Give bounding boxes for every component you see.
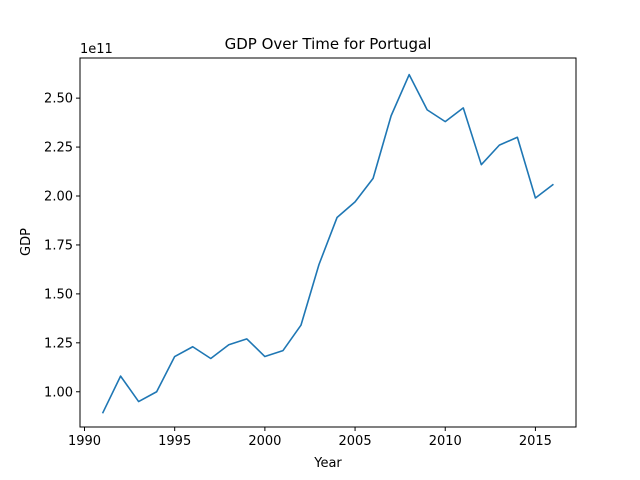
y-tick-label: 1.25 — [44, 336, 73, 351]
y-tick-label: 1.00 — [44, 385, 73, 400]
chart-title: GDP Over Time for Portugal — [225, 35, 432, 53]
y-axis: 1.00 1.25 1.50 1.75 2.00 2.25 2.50 — [44, 92, 80, 400]
gdp-series-line — [101, 73, 554, 414]
plot-frame — [79, 57, 577, 428]
y-offset-label: 1e11 — [80, 42, 113, 57]
y-tick-label: 2.50 — [44, 92, 73, 107]
y-axis-label: GDP — [19, 228, 34, 256]
x-tick-label: 1990 — [68, 434, 101, 449]
plot-area — [101, 73, 554, 414]
y-tick-label: 2.25 — [44, 141, 73, 156]
x-tick-label: 1995 — [158, 434, 191, 449]
y-tick-label: 2.00 — [44, 190, 73, 205]
x-tick-label: 2005 — [339, 434, 372, 449]
x-axis: 1990 1995 2000 2005 2010 2015 — [68, 427, 552, 449]
x-tick-label: 2015 — [519, 434, 552, 449]
x-tick-label: 2000 — [248, 434, 281, 449]
x-axis-label: Year — [313, 456, 342, 471]
y-tick-label: 1.75 — [44, 238, 73, 253]
x-tick-label: 2010 — [429, 434, 462, 449]
y-tick-label: 1.50 — [44, 287, 73, 302]
